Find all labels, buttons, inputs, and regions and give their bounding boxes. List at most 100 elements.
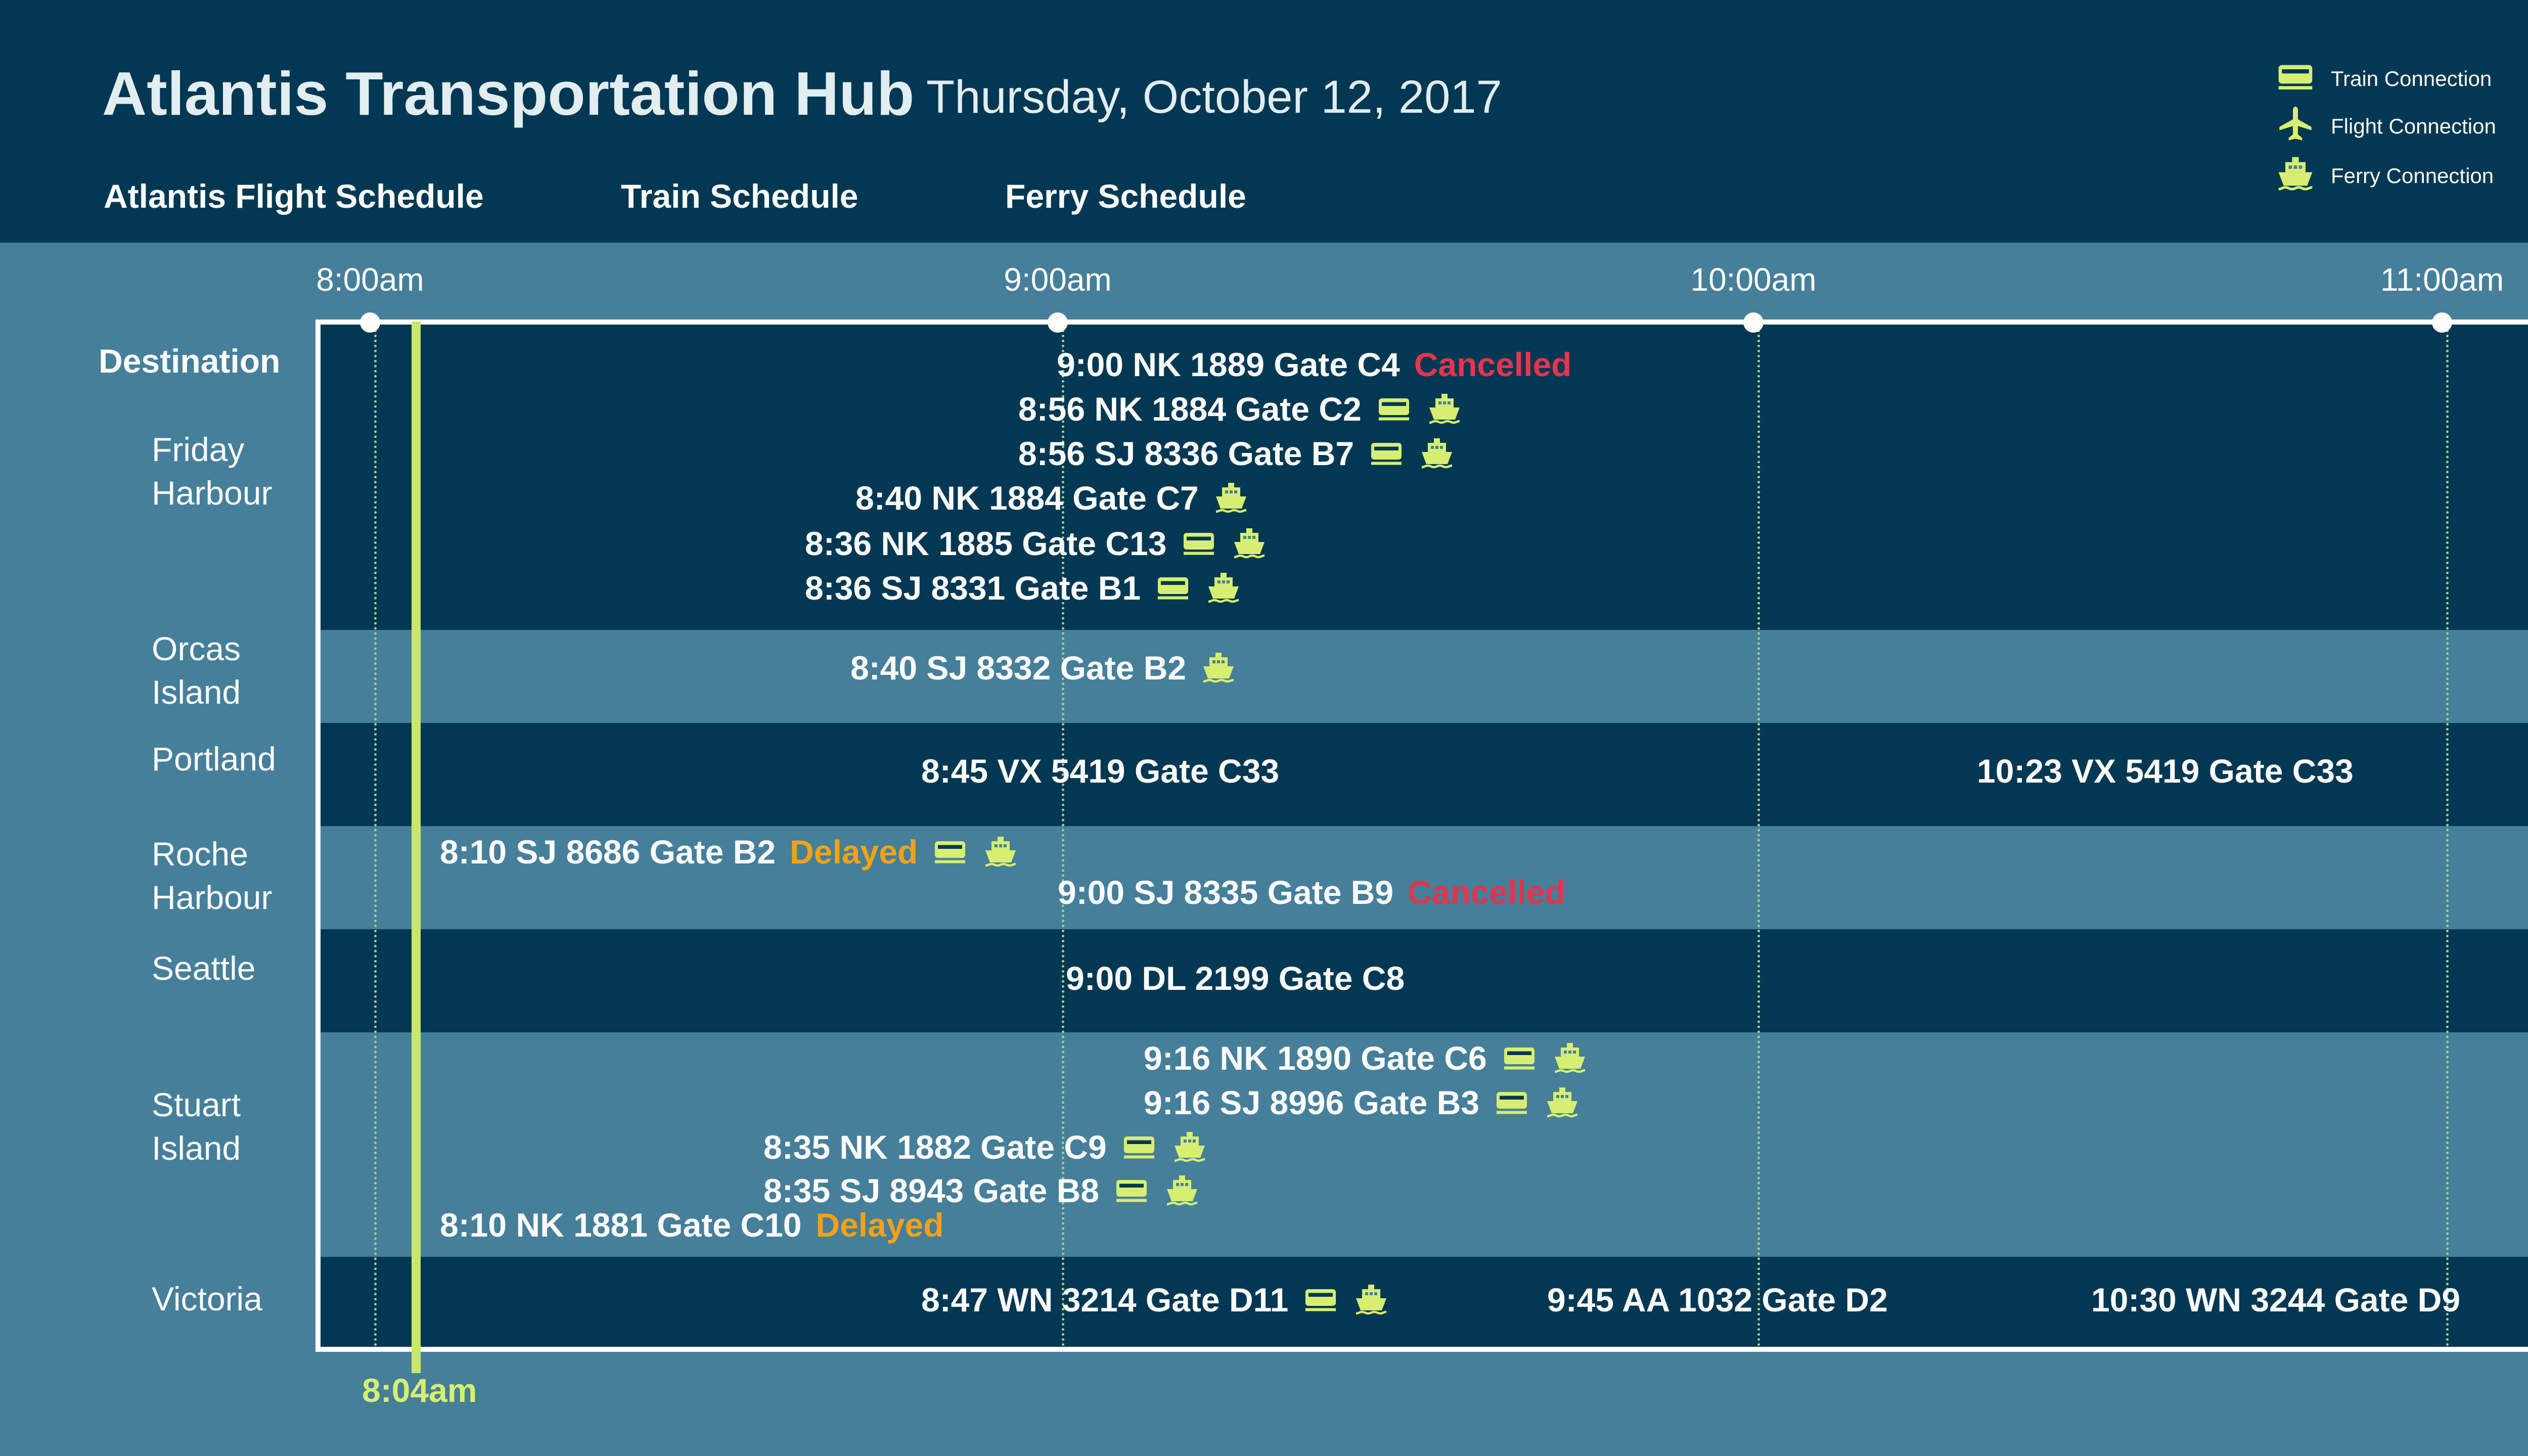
flight-label: 8:56 NK 1884 Gate C2 (1018, 390, 1362, 428)
flight-entry[interactable]: 8:40 SJ 8332 Gate B2 (850, 645, 1237, 691)
cancelled-status: Cancelled (1414, 346, 1572, 383)
flight-label: 9:16 SJ 8996 Gate B3 (1144, 1084, 1480, 1121)
flight-label: 8:10 NK 1881 Gate C10 (440, 1206, 802, 1244)
tab-train-schedule[interactable]: Train Schedule (621, 177, 859, 215)
flight-entry[interactable]: 8:36 SJ 8331 Gate B1 (805, 565, 1242, 611)
destination-label: Roche Harbour (152, 835, 273, 916)
ferry-icon (1205, 570, 1242, 606)
hour-tick-dot (1048, 312, 1068, 333)
ferry-icon (1171, 1129, 1208, 1165)
flight-label: 8:35 SJ 8943 Gate B8 (763, 1172, 1100, 1209)
hour-tick-dot (2432, 312, 2452, 333)
train-icon (1376, 391, 1412, 427)
flight-label: 8:56 SJ 8336 Gate B7 (1018, 435, 1355, 472)
train-icon (1155, 570, 1191, 606)
flight-label: 8:10 SJ 8686 Gate B2 (440, 833, 776, 871)
tab-ferry-schedule[interactable]: Ferry Schedule (1005, 177, 1246, 215)
destination-row-band (321, 826, 2528, 929)
flight-entry[interactable]: 10:30 WN 3244 Gate D9 (2091, 1277, 2460, 1323)
flight-label: 9:00 SJ 8335 Gate B9 (1058, 874, 1394, 911)
flight-entry[interactable]: 10:23 VX 5419 Gate C33 (1977, 748, 2354, 794)
destination-label: Seattle (152, 949, 256, 987)
train-icon (2278, 65, 2313, 89)
flight-label: 10:30 WN 3244 Gate D9 (2091, 1281, 2461, 1318)
destination-row-band (321, 1257, 2528, 1347)
hour-gridline (1757, 325, 1760, 1347)
train-icon (1368, 435, 1405, 472)
flight-entry[interactable]: 9:00 DL 2199 Gate C8 (1066, 956, 1405, 1001)
flight-label: 8:35 NK 1882 Gate C9 (763, 1128, 1107, 1166)
destination-column-header: Destination (99, 342, 281, 380)
ferry-icon (1353, 1282, 1389, 1318)
ferry-icon (1426, 391, 1463, 427)
delayed-status: Delayed (816, 1206, 944, 1244)
legend-train-label: Train Connection (2331, 67, 2492, 90)
flight-entry[interactable]: 8:35 SJ 8943 Gate B8 (763, 1168, 1200, 1213)
destination-row-band (321, 325, 2528, 630)
train-icon (932, 834, 968, 870)
flight-label: 9:45 AA 1032 Gate D2 (1547, 1281, 1888, 1318)
flight-entry[interactable]: 9:00 NK 1889 Gate C4 Cancelled (1057, 342, 1572, 387)
legend-ferry-label: Ferry Connection (2331, 164, 2494, 188)
current-time-marker (412, 322, 421, 1373)
train-icon (1302, 1282, 1339, 1318)
flight-label: 9:00 DL 2199 Gate C8 (1066, 960, 1405, 997)
destination-row-band (321, 929, 2528, 1032)
destination-label: Stuart Island (152, 1086, 241, 1167)
ferry-icon (1419, 435, 1455, 472)
ferry-icon (1544, 1084, 1581, 1121)
cancelled-status: Cancelled (1408, 874, 1565, 911)
date-label: Thursday, October 12, 2017 (926, 71, 1502, 123)
flight-entry[interactable]: 8:45 VX 5419 Gate C33 (921, 748, 1279, 794)
flight-label: 10:23 VX 5419 Gate C33 (1977, 752, 2354, 790)
legend-flight-label: Flight Connection (2331, 114, 2496, 138)
ferry-icon (982, 834, 1019, 870)
page-title: Atlantis Transportation Hub (102, 59, 915, 128)
hour-gridline (2446, 325, 2449, 1347)
train-icon (1181, 525, 1217, 562)
flight-label: 8:36 SJ 8331 Gate B1 (805, 569, 1141, 607)
flight-entry[interactable]: 9:00 SJ 8335 Gate B9 Cancelled (1058, 870, 1565, 915)
hour-gridline (1062, 325, 1064, 1347)
flight-entry[interactable]: 8:40 NK 1884 Gate C7 (855, 475, 1249, 521)
flight-entry[interactable]: 8:10 SJ 8686 Gate B2 Delayed (440, 829, 1019, 875)
delayed-status: Delayed (790, 833, 918, 871)
train-icon (1494, 1084, 1530, 1121)
flight-label: 9:00 NK 1889 Gate C4 (1057, 346, 1400, 383)
flight-entry[interactable]: 8:56 NK 1884 Gate C2 (1018, 386, 1463, 432)
flight-label: 9:16 NK 1890 Gate C6 (1144, 1039, 1487, 1077)
tab-flight-schedule[interactable]: Atlantis Flight Schedule (104, 177, 484, 215)
ferry-icon (1200, 650, 1237, 686)
ferry-icon (1552, 1040, 1588, 1076)
flight-label: 8:36 NK 1885 Gate C13 (805, 525, 1167, 562)
flight-entry[interactable]: 9:45 AA 1032 Gate D2 (1547, 1277, 1888, 1323)
hour-tick-label: 10:00am (1690, 261, 1817, 298)
destination-label: Friday Harbour (152, 431, 273, 512)
hour-tick-label: 8:00am (316, 261, 424, 298)
destination-label: Orcas Island (152, 630, 241, 711)
destination-label: Victoria (152, 1280, 262, 1317)
hour-tick-dot (360, 312, 380, 333)
destination-row-band (321, 630, 2528, 723)
flight-label: 8:40 NK 1884 Gate C7 (855, 479, 1199, 517)
flight-entry[interactable]: 8:56 SJ 8336 Gate B7 (1018, 431, 1455, 476)
flight-entry[interactable]: 9:16 NK 1890 Gate C6 (1144, 1035, 1588, 1081)
flight-entry[interactable]: 8:36 NK 1885 Gate C13 (805, 521, 1268, 566)
current-time-label: 8:04am (362, 1372, 477, 1409)
flight-entry[interactable]: 9:16 SJ 8996 Gate B3 (1144, 1080, 1581, 1125)
flight-label: 8:47 WN 3214 Gate D11 (921, 1281, 1289, 1318)
legend-flight: Flight Connection (2275, 104, 2528, 145)
header-bar: Atlantis Transportation Hub Thursday, Oc… (0, 0, 2528, 243)
destination-label: Portland (152, 740, 276, 778)
hour-tick-label: 9:00am (1004, 261, 1112, 298)
train-icon (1113, 1172, 1150, 1209)
legend-train: Train Connection (2275, 57, 2528, 97)
flight-entry[interactable]: 8:47 WN 3214 Gate D11 (921, 1277, 1389, 1323)
ferry-icon (1164, 1172, 1200, 1209)
hour-gridline (374, 325, 377, 1347)
flight-entry[interactable]: 8:10 NK 1881 Gate C10 Delayed (440, 1202, 944, 1248)
destination-row-band (321, 723, 2528, 826)
schedule-timeline (315, 320, 2528, 1352)
flight-entry[interactable]: 8:35 NK 1882 Gate C9 (763, 1124, 1208, 1170)
hour-tick-dot (1743, 312, 1764, 333)
